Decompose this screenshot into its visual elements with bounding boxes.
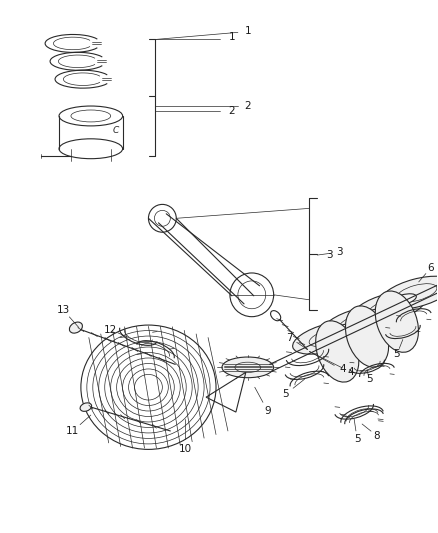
Text: 5: 5 <box>394 350 400 359</box>
Text: 2: 2 <box>229 106 235 116</box>
Text: 1: 1 <box>244 27 251 36</box>
Ellipse shape <box>331 324 358 336</box>
Text: 5: 5 <box>354 434 360 444</box>
Text: 5: 5 <box>282 389 289 399</box>
Text: 4: 4 <box>340 365 346 374</box>
Ellipse shape <box>380 276 438 310</box>
Ellipse shape <box>352 291 426 325</box>
Text: 8: 8 <box>374 431 380 441</box>
Text: C: C <box>113 126 119 135</box>
Text: 3: 3 <box>326 250 332 260</box>
Text: 11: 11 <box>66 426 80 436</box>
Ellipse shape <box>322 306 396 340</box>
Ellipse shape <box>346 306 389 367</box>
Ellipse shape <box>360 309 388 321</box>
Text: 3: 3 <box>336 247 343 257</box>
Ellipse shape <box>69 322 82 333</box>
Text: 10: 10 <box>179 444 192 454</box>
Ellipse shape <box>375 291 418 352</box>
Ellipse shape <box>389 294 417 306</box>
Text: 2: 2 <box>244 101 251 111</box>
Ellipse shape <box>80 403 92 411</box>
Text: 4: 4 <box>348 367 354 377</box>
Text: 6: 6 <box>427 263 434 273</box>
Ellipse shape <box>293 321 366 354</box>
Text: 1: 1 <box>229 33 235 43</box>
Text: 12: 12 <box>104 325 117 335</box>
Ellipse shape <box>316 321 359 382</box>
Text: 13: 13 <box>57 305 70 314</box>
Text: 9: 9 <box>265 406 271 416</box>
Ellipse shape <box>222 357 274 378</box>
Text: 7: 7 <box>286 333 293 343</box>
Text: 5: 5 <box>366 374 372 384</box>
